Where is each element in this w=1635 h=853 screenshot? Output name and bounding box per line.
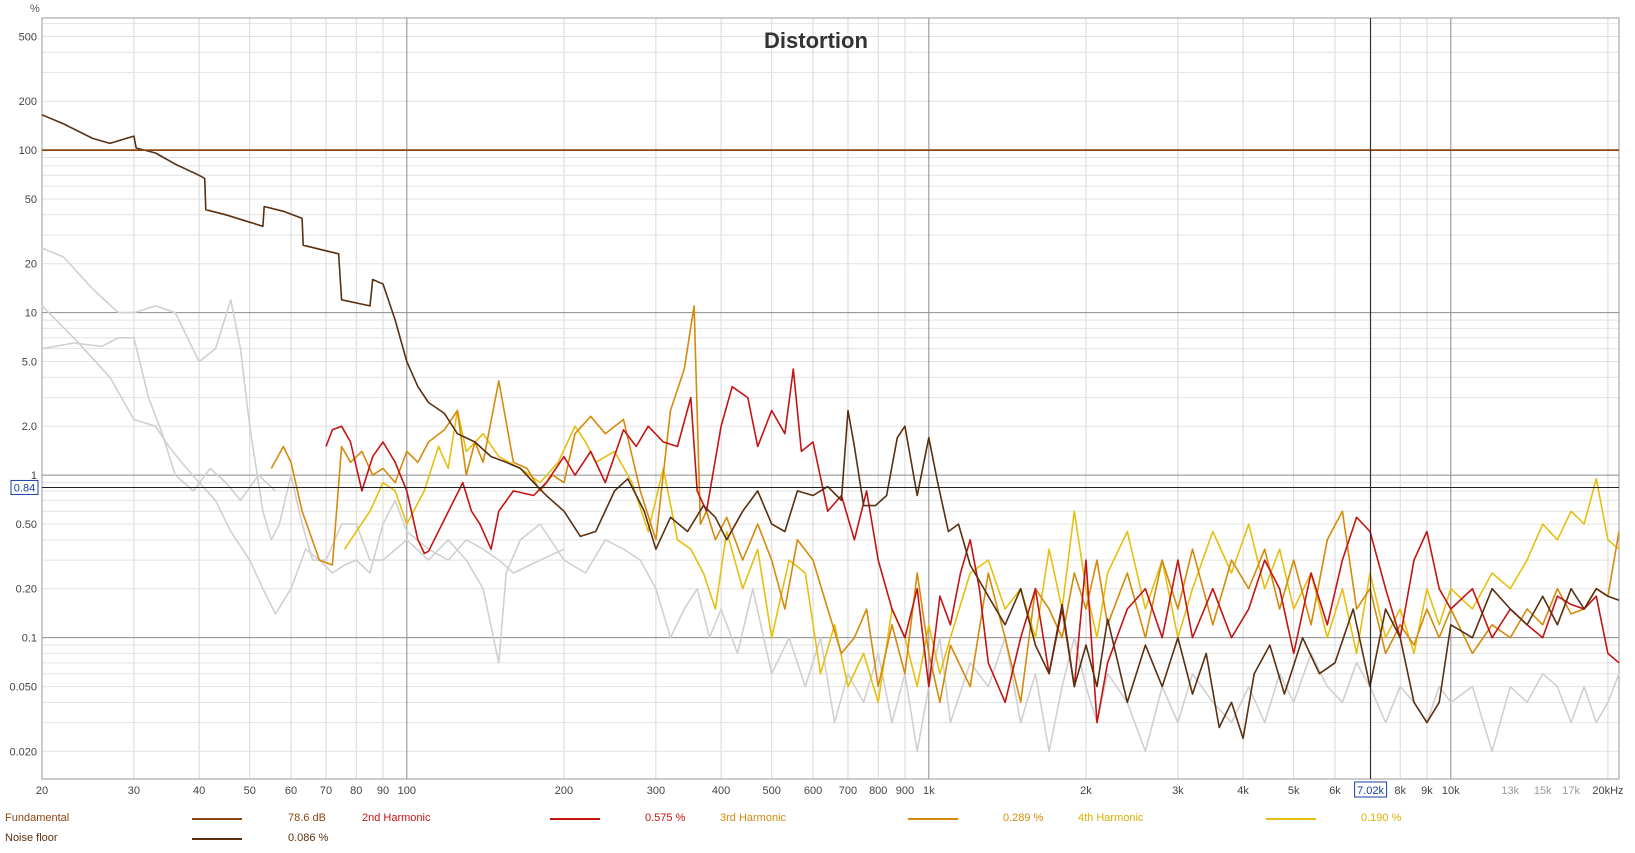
x-tick-label: 15k — [1534, 785, 1552, 797]
y-tick-label: 200 — [19, 96, 37, 108]
legend-noise-value: 0.086 % — [288, 832, 329, 844]
cursor-layer — [42, 18, 1619, 779]
y-tick-label: 0.20 — [16, 584, 37, 596]
x-tick-label: 10k — [1442, 785, 1460, 797]
x-tick-label: 40 — [193, 785, 205, 797]
x-tick-label: 70 — [320, 785, 332, 797]
y-axis-ticks: 500 200 100 50 20 10 5.0 2.0 1 0.50 0.20 0.1 0.050 0.… — [9, 32, 39, 758]
x-tick-label: 600 — [804, 785, 822, 797]
series-line-h4 — [343, 409, 1620, 704]
y-tick-label: 0.1 — [22, 633, 37, 645]
legend-fundamental-value: 78.6 dB — [288, 812, 326, 824]
x-tick-label: 700 — [839, 785, 857, 797]
x-tick-label: 50 — [244, 785, 256, 797]
plot-background — [42, 18, 1619, 779]
y-tick-label: 1 — [31, 470, 37, 482]
x-tick-label: 20 — [36, 785, 48, 797]
x-tick-label: 13k — [1501, 785, 1519, 797]
x-tick-label: 100 — [398, 785, 416, 797]
series-line-h3 — [270, 305, 1620, 704]
legend: Fundamental 78.6 dB 2nd Harmonic 0.575 %… — [0, 805, 1635, 853]
series-layer — [41, 114, 1620, 753]
x-tick-label: 9k — [1421, 785, 1433, 797]
x-tick-label: 400 — [712, 785, 730, 797]
legend-h4-value: 0.190 % — [1361, 812, 1402, 824]
y-tick-label: 20 — [25, 259, 37, 271]
x-tick-label: 4k — [1237, 785, 1249, 797]
legend-h2-value: 0.575 % — [645, 812, 686, 824]
x-tick-label: 30 — [128, 785, 140, 797]
cursor-y-label: 0.84 — [14, 482, 35, 494]
legend-noise-label: Noise floor — [5, 832, 58, 844]
legend-h3-swatch — [908, 818, 958, 820]
x-tick-label: 80 — [350, 785, 362, 797]
x-axis-ticks: 20 30 40 50 60 70 80 90 100 200 300 400 500 600 700 800… — [36, 781, 1624, 798]
series-line-h2 — [325, 368, 1620, 724]
x-tick-label: 800 — [869, 785, 887, 797]
legend-h2-swatch — [550, 818, 600, 820]
x-tick-label: 5k — [1288, 785, 1300, 797]
legend-h3-label: 3rd Harmonic — [720, 812, 787, 824]
x-tick-label: 20kHz — [1592, 785, 1623, 797]
series-line-noise — [41, 114, 1620, 740]
legend-h2-label: 2nd Harmonic — [362, 812, 431, 824]
x-tick-label: 3k — [1172, 785, 1184, 797]
distortion-chart: 20 30 40 50 60 70 80 90 100 200 300 400 500 600 700 800… — [9, 3, 1624, 798]
x-tick-label: 6k — [1329, 785, 1341, 797]
x-tick-label: 200 — [555, 785, 573, 797]
minor-gridlines — [41, 18, 1619, 779]
y-tick-label: 100 — [19, 145, 37, 157]
x-tick-label: 2k — [1080, 785, 1092, 797]
plot-frame — [41, 17, 1620, 780]
x-tick-label: 300 — [647, 785, 665, 797]
y-tick-label: 0.50 — [16, 519, 37, 531]
y-tick-label: 500 — [19, 32, 37, 44]
cursor-y-box — [10, 479, 39, 495]
legend-h4-label: 4th Harmonic — [1078, 812, 1144, 824]
legend-fundamental-label: Fundamental — [5, 812, 70, 824]
cursor-x-box — [1354, 781, 1388, 798]
x-tick-label: 90 — [377, 785, 389, 797]
x-tick-label: 17k — [1562, 785, 1580, 797]
legend-h3-value: 0.289 % — [1003, 812, 1044, 824]
legend-fundamental-swatch — [192, 818, 242, 820]
y-axis-label: % — [30, 3, 40, 15]
y-tick-label: 0.050 — [9, 682, 37, 694]
cursor-x-label: 7.02k — [1357, 785, 1384, 797]
y-tick-label: 0.020 — [9, 746, 37, 758]
x-tick-label: 60 — [285, 785, 297, 797]
x-tick-label: 8k — [1394, 785, 1406, 797]
series-line-ghost — [41, 337, 276, 502]
x-tick-label: 900 — [896, 785, 914, 797]
legend-h4-swatch — [1266, 818, 1316, 820]
x-tick-label: 500 — [763, 785, 781, 797]
y-tick-label: 5.0 — [22, 357, 37, 369]
chart-title: Distortion — [764, 28, 868, 53]
x-tick-label: 1k — [923, 785, 935, 797]
y-tick-label: 50 — [25, 194, 37, 206]
y-tick-label: 2.0 — [22, 421, 37, 433]
legend-noise-swatch — [192, 838, 242, 840]
y-tick-label: 10 — [25, 308, 37, 320]
